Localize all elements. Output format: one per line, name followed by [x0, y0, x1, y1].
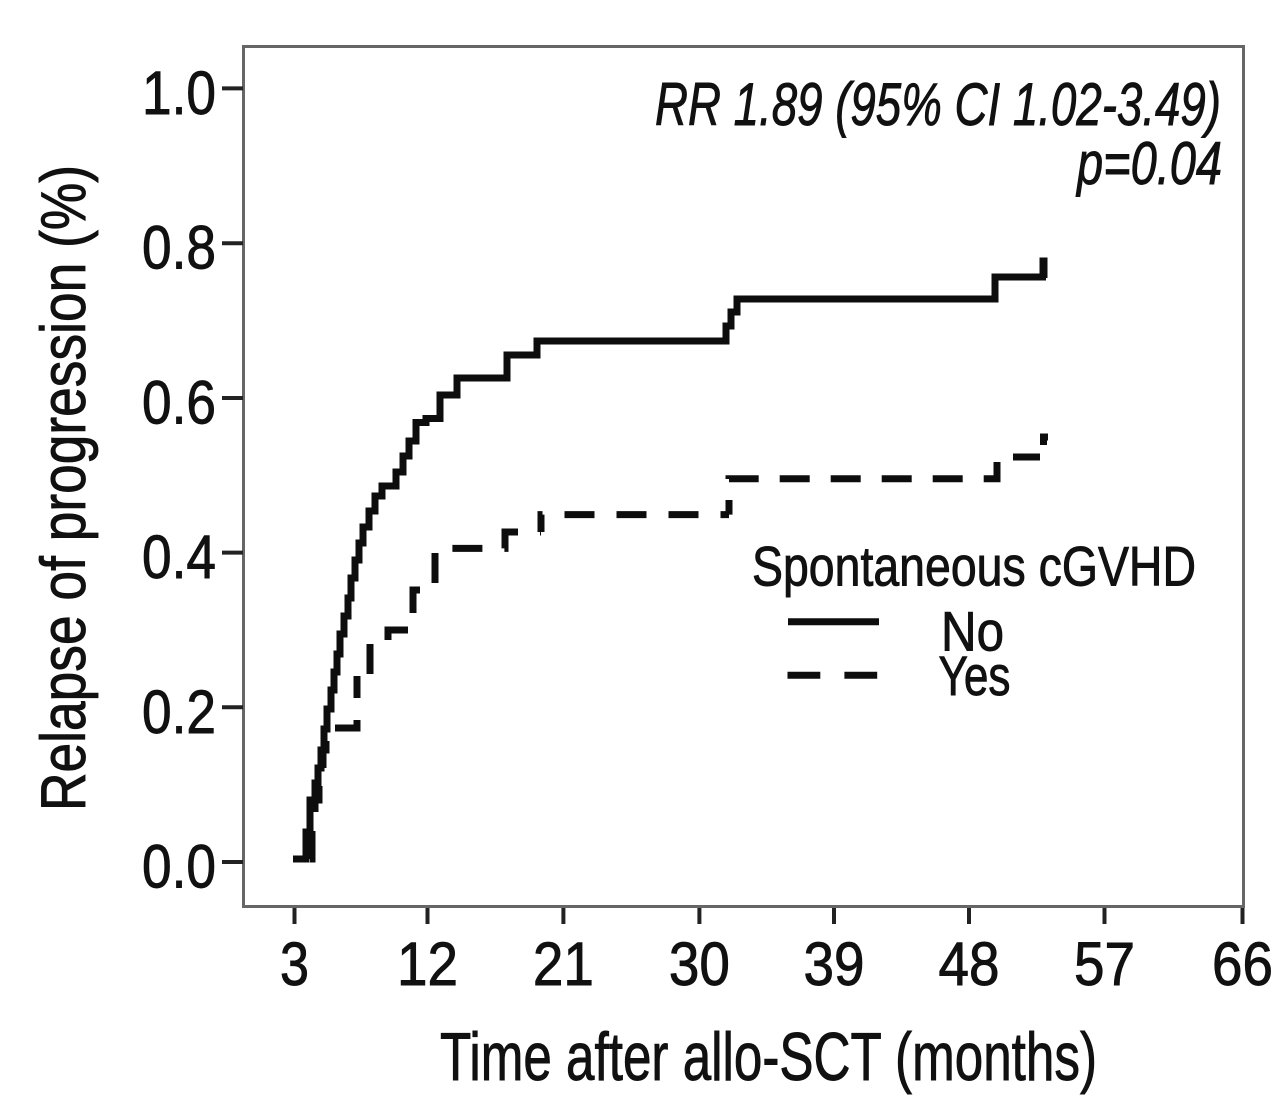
svg-text:0.2: 0.2: [142, 678, 216, 746]
svg-text:48: 48: [939, 930, 1000, 998]
svg-text:0.6: 0.6: [142, 369, 216, 437]
svg-text:39: 39: [804, 930, 865, 998]
svg-text:Spontaneous cGVHD: Spontaneous cGVHD: [752, 535, 1196, 598]
svg-text:Time after allo-SCT (months): Time after allo-SCT (months): [440, 1019, 1097, 1095]
svg-text:3: 3: [280, 930, 309, 998]
svg-text:p=0.04: p=0.04: [1075, 130, 1222, 197]
svg-text:Yes: Yes: [939, 644, 1011, 707]
svg-text:66: 66: [1212, 930, 1273, 998]
svg-text:0.4: 0.4: [142, 523, 216, 591]
svg-text:0.0: 0.0: [142, 833, 216, 901]
svg-text:No: No: [941, 599, 1004, 662]
svg-text:12: 12: [397, 930, 458, 998]
svg-text:57: 57: [1074, 930, 1135, 998]
svg-text:30: 30: [669, 930, 730, 998]
svg-text:Relapse of progression (%): Relapse of progression (%): [29, 165, 99, 811]
svg-text:0.8: 0.8: [142, 214, 216, 282]
svg-text:21: 21: [533, 930, 594, 998]
svg-text:1.0: 1.0: [142, 59, 216, 127]
svg-text:RR 1.89 (95% CI 1.02-3.49): RR 1.89 (95% CI 1.02-3.49): [655, 71, 1221, 138]
